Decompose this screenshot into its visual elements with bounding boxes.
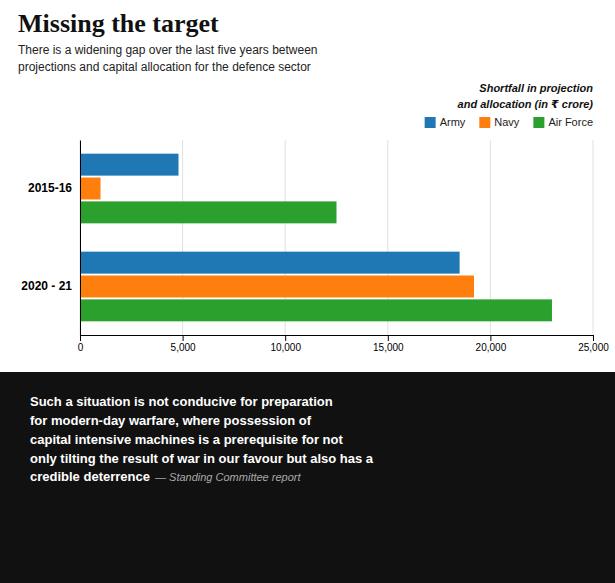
tick: 20,000 (476, 335, 507, 353)
tick-label: 20,000 (476, 342, 507, 353)
bar (80, 299, 552, 321)
legend-swatch (533, 117, 544, 128)
tick: 10,000 (270, 335, 301, 353)
tick-mark (80, 335, 81, 341)
legend-label: Army (440, 116, 466, 128)
bar (80, 252, 460, 274)
tick: 15,000 (373, 335, 404, 353)
tick-mark (388, 335, 389, 341)
title: Missing the target (18, 9, 219, 38)
tick: 2015-16 (28, 181, 80, 195)
quote-source: — Standing Committee report (152, 471, 302, 483)
bar (80, 178, 101, 200)
axis-line (80, 141, 81, 336)
text-line: credible deterrence (30, 469, 150, 484)
bars (80, 154, 552, 322)
text-line: Such a situation is not conducive for pr… (30, 394, 333, 409)
tick-label: 5,000 (171, 342, 196, 353)
category-label: 2015-16 (28, 181, 72, 195)
legend-swatch (479, 117, 490, 128)
tick-mark (183, 335, 184, 341)
tick-label: 15,000 (373, 342, 404, 353)
bar (80, 154, 178, 176)
legend-label: Air Force (548, 116, 593, 128)
text-line: There is a widening gap over the last fi… (18, 43, 318, 57)
chart-note: Shortfall in projection and allocation (i… (458, 82, 594, 110)
text-line: capital intensive machines is a prerequi… (30, 432, 343, 447)
text-line: for modern-day warfare, where possession… (30, 413, 312, 428)
legend-item: Navy (479, 116, 520, 128)
tick-label: 10,000 (270, 342, 301, 353)
legend-item: Air Force (533, 116, 593, 128)
text-line: Shortfall in projection (479, 82, 593, 94)
tick-mark (285, 335, 286, 341)
tick-mark (593, 335, 594, 341)
legend: Army Navy Air Force (425, 116, 593, 128)
chart-root: Missing the target There is a widening ga… (0, 0, 615, 583)
legend-swatch (425, 117, 436, 128)
quote: Such a situation is not conducive for pr… (30, 394, 374, 484)
text-line: only tilting the result of war in our fa… (30, 451, 374, 466)
grid-line (593, 140, 594, 335)
x-axis: 0 5,000 10,000 15,000 20,000 25,000 (78, 335, 610, 353)
y-axis: 2015-16 2020 - 21 (21, 141, 80, 336)
grid-line (80, 140, 81, 335)
bar (80, 276, 474, 298)
category-label: 2020 - 21 (21, 279, 72, 293)
tick-label: 0 (78, 342, 84, 353)
tick: 5,000 (171, 335, 196, 353)
bar (80, 201, 337, 223)
subtitle: There is a widening gap over the last fi… (18, 43, 318, 74)
axis-line (81, 336, 594, 342)
tick: 0 (78, 335, 84, 353)
tick: 25,000 (578, 335, 609, 353)
grid (80, 140, 593, 335)
quote-panel (0, 372, 615, 583)
plot: 0 5,000 10,000 15,000 20,000 25,000 2015-16 202… (21, 140, 609, 353)
legend-item: Army (425, 116, 466, 128)
text-line: and allocation (in ₹ crore) (458, 98, 594, 110)
tick-label: 25,000 (578, 342, 609, 353)
text-line: projections and capital allocation for t… (18, 60, 311, 74)
tick: 2020 - 21 (21, 279, 80, 293)
tick-mark (490, 335, 491, 341)
legend-label: Navy (494, 116, 520, 128)
